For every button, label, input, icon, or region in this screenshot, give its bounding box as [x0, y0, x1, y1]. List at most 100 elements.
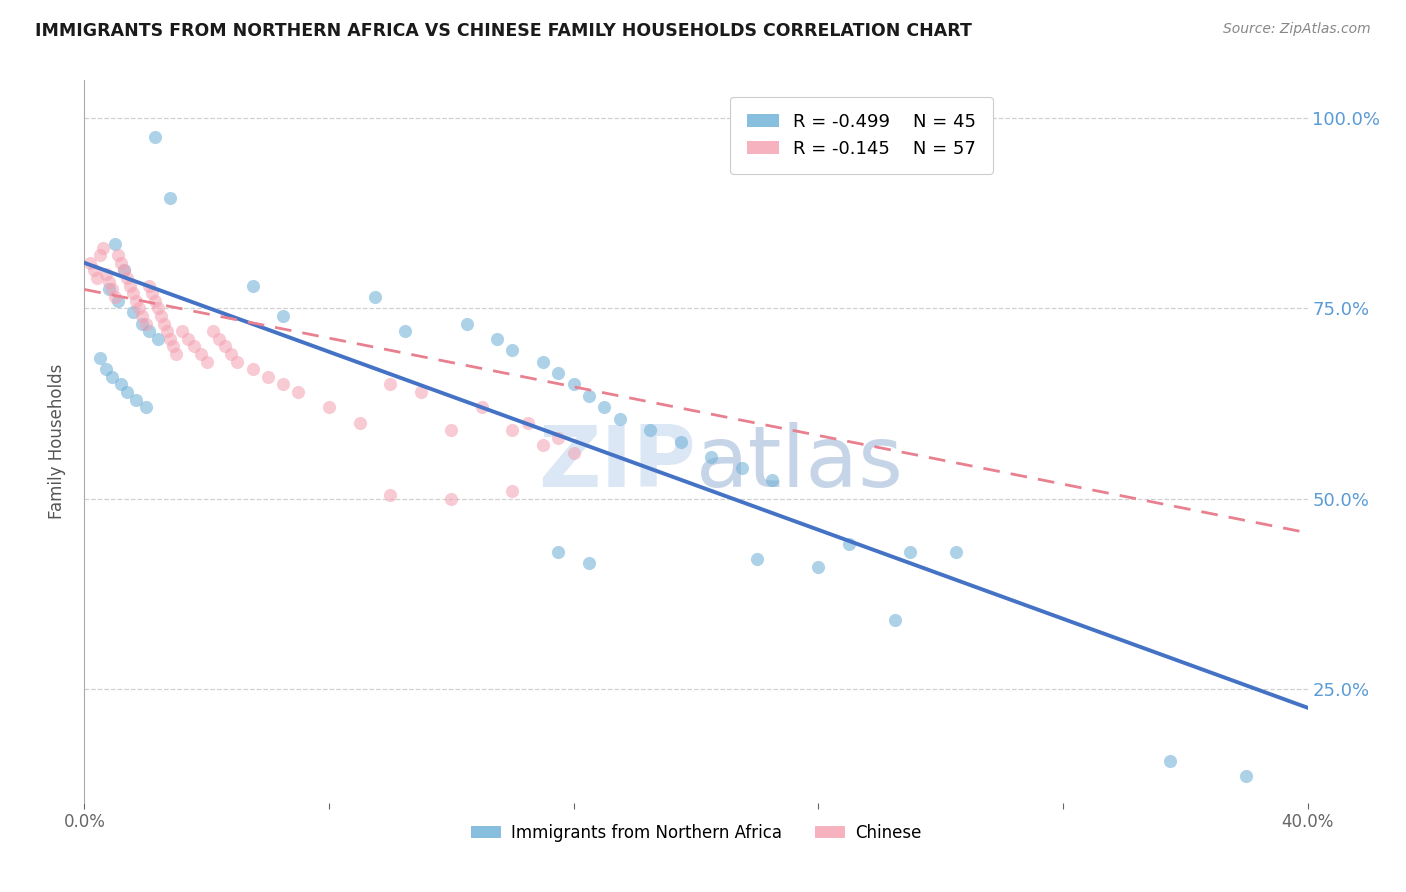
- Point: [89, 351, 111, 365]
- Point: [271, 309, 294, 323]
- Point: [516, 416, 538, 430]
- Point: [242, 362, 264, 376]
- Point: [125, 293, 148, 308]
- Point: [165, 347, 187, 361]
- Point: [162, 339, 184, 353]
- Point: [747, 552, 769, 566]
- Point: [131, 317, 153, 331]
- Text: Source: ZipAtlas.com: Source: ZipAtlas.com: [1223, 22, 1371, 37]
- Point: [669, 434, 692, 449]
- Point: [502, 343, 524, 358]
- Point: [883, 613, 905, 627]
- Point: [271, 377, 294, 392]
- Point: [593, 401, 616, 415]
- Point: [104, 236, 127, 251]
- Point: [531, 354, 554, 368]
- Point: [190, 347, 212, 361]
- Point: [156, 324, 179, 338]
- Point: [440, 423, 463, 437]
- Point: [143, 293, 166, 308]
- Point: [146, 301, 169, 316]
- Point: [128, 301, 150, 316]
- Point: [547, 545, 569, 559]
- Point: [83, 263, 105, 277]
- Point: [135, 401, 157, 415]
- Y-axis label: Family Households: Family Households: [48, 364, 66, 519]
- Point: [94, 267, 117, 281]
- Point: [86, 271, 108, 285]
- Point: [945, 545, 967, 559]
- Point: [122, 286, 145, 301]
- Point: [101, 282, 124, 296]
- Point: [761, 473, 783, 487]
- Point: [101, 370, 124, 384]
- Point: [149, 309, 172, 323]
- Point: [104, 290, 127, 304]
- Point: [700, 450, 723, 464]
- Point: [112, 263, 135, 277]
- Point: [112, 263, 135, 277]
- Point: [226, 354, 249, 368]
- Point: [115, 271, 138, 285]
- Text: IMMIGRANTS FROM NORTHERN AFRICA VS CHINESE FAMILY HOUSEHOLDS CORRELATION CHART: IMMIGRANTS FROM NORTHERN AFRICA VS CHINE…: [35, 22, 972, 40]
- Point: [1236, 769, 1258, 783]
- Point: [807, 560, 830, 574]
- Point: [97, 282, 120, 296]
- Point: [143, 130, 166, 145]
- Point: [110, 377, 132, 392]
- Point: [107, 248, 129, 262]
- Point: [502, 483, 524, 498]
- Point: [125, 392, 148, 407]
- Point: [177, 332, 200, 346]
- Point: [120, 278, 142, 293]
- Point: [609, 411, 631, 425]
- Point: [731, 461, 754, 475]
- Point: [201, 324, 224, 338]
- Point: [97, 275, 120, 289]
- Point: [141, 286, 163, 301]
- Point: [440, 491, 463, 506]
- Point: [547, 431, 569, 445]
- Point: [115, 385, 138, 400]
- Point: [153, 317, 176, 331]
- Point: [131, 309, 153, 323]
- Point: [578, 556, 600, 570]
- Point: [287, 385, 309, 400]
- Point: [110, 256, 132, 270]
- Point: [135, 317, 157, 331]
- Point: [214, 339, 236, 353]
- Point: [242, 278, 264, 293]
- Point: [172, 324, 194, 338]
- Point: [838, 537, 860, 551]
- Point: [159, 332, 181, 346]
- Point: [502, 423, 524, 437]
- Point: [471, 401, 494, 415]
- Point: [91, 241, 114, 255]
- Point: [159, 191, 181, 205]
- Point: [486, 332, 509, 346]
- Point: [562, 446, 585, 460]
- Point: [79, 256, 101, 270]
- Point: [122, 305, 145, 319]
- Text: atlas: atlas: [696, 422, 904, 505]
- Point: [318, 401, 340, 415]
- Text: ZIP: ZIP: [538, 422, 696, 505]
- Point: [89, 248, 111, 262]
- Point: [409, 385, 432, 400]
- Point: [1159, 754, 1181, 768]
- Point: [208, 332, 231, 346]
- Point: [349, 416, 371, 430]
- Point: [138, 324, 160, 338]
- Point: [195, 354, 218, 368]
- Point: [146, 332, 169, 346]
- Point: [183, 339, 205, 353]
- Point: [547, 366, 569, 380]
- Point: [562, 377, 585, 392]
- Point: [394, 324, 416, 338]
- Point: [107, 293, 129, 308]
- Point: [257, 370, 280, 384]
- Point: [364, 290, 387, 304]
- Point: [456, 317, 478, 331]
- Point: [380, 488, 402, 502]
- Point: [380, 377, 402, 392]
